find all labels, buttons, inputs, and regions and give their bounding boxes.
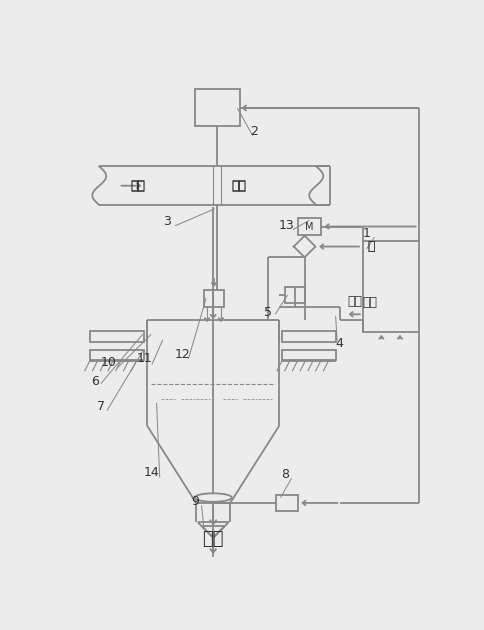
- Text: 1: 1: [363, 227, 371, 240]
- Text: 12: 12: [174, 348, 190, 361]
- Text: 排放: 排放: [202, 530, 223, 548]
- Text: 溢流: 溢流: [347, 295, 362, 309]
- Text: 7: 7: [97, 400, 105, 413]
- Text: 2: 2: [250, 125, 258, 137]
- Text: 11: 11: [136, 352, 152, 365]
- Text: 矿浆: 矿浆: [131, 179, 146, 192]
- Bar: [285, 287, 304, 303]
- Text: 14: 14: [144, 466, 160, 479]
- Text: 矿浆: 矿浆: [131, 180, 146, 193]
- Text: 3: 3: [164, 215, 171, 229]
- Bar: [276, 495, 298, 511]
- Text: 13: 13: [279, 219, 295, 232]
- Text: 10: 10: [101, 357, 117, 369]
- Text: 8: 8: [281, 468, 289, 481]
- Text: 5: 5: [264, 306, 272, 319]
- Text: 溢流: 溢流: [363, 296, 378, 309]
- Text: 管道: 管道: [231, 180, 246, 193]
- Bar: [298, 218, 321, 235]
- Text: M: M: [305, 222, 314, 231]
- Bar: [90, 350, 144, 360]
- Bar: [363, 241, 419, 332]
- Bar: [282, 331, 336, 342]
- Bar: [282, 350, 336, 360]
- Text: 水: 水: [367, 240, 375, 253]
- Text: 4: 4: [335, 337, 344, 350]
- Text: 管道: 管道: [231, 179, 246, 192]
- Text: 6: 6: [91, 375, 99, 388]
- Bar: [90, 331, 144, 342]
- Text: 9: 9: [191, 495, 199, 508]
- Bar: [204, 290, 224, 307]
- Bar: [195, 89, 240, 127]
- Text: 水: 水: [367, 240, 375, 253]
